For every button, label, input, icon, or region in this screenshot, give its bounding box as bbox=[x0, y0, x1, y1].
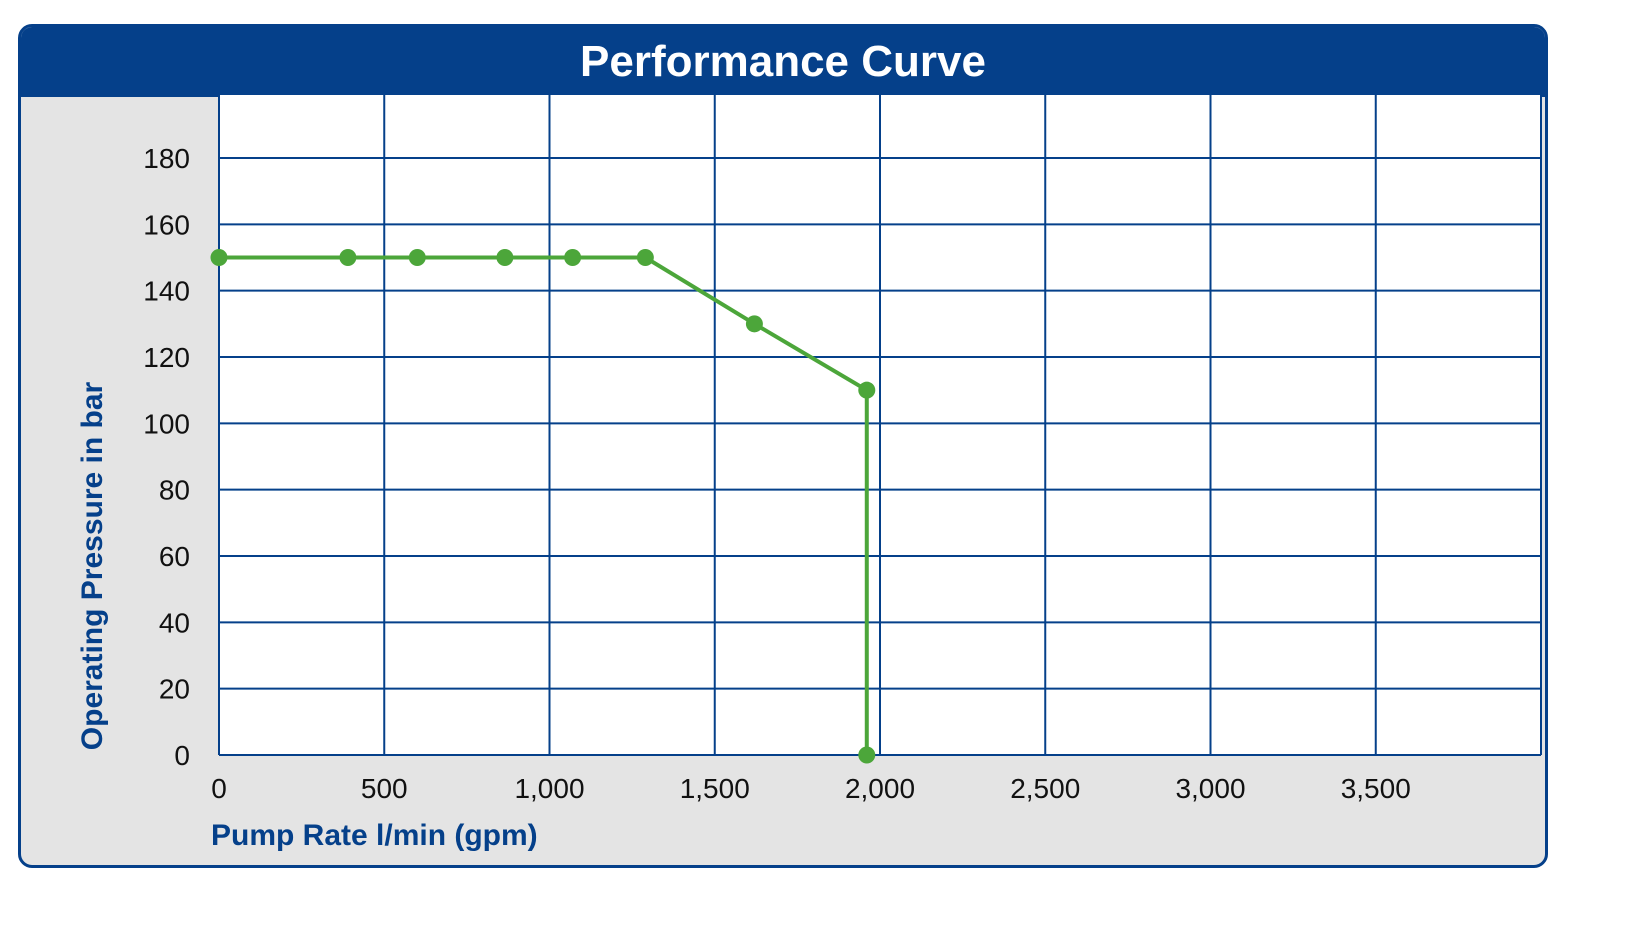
data-point bbox=[858, 381, 876, 399]
data-point bbox=[339, 249, 357, 266]
x-tick-label: 500 bbox=[361, 773, 408, 804]
data-point bbox=[745, 315, 763, 333]
chart-header: Performance Curve bbox=[21, 27, 1545, 97]
chart-title: Performance Curve bbox=[580, 37, 986, 86]
y-tick-label: 40 bbox=[159, 607, 190, 638]
y-tick-label: 0 bbox=[174, 740, 190, 771]
x-tick-label: 0 bbox=[211, 773, 227, 804]
x-tick-label: 3,000 bbox=[1175, 773, 1245, 804]
tick-labels: 0 20 40 60 80 100 120 140 160 180 0 500 1,000 1,500 2,… bbox=[143, 143, 1411, 804]
y-axis-title: Operating Pressure in bar bbox=[76, 381, 109, 750]
y-tick-label: 80 bbox=[159, 475, 190, 506]
x-tick-label: 3,500 bbox=[1341, 773, 1411, 804]
data-point bbox=[636, 249, 654, 266]
y-tick-label: 120 bbox=[143, 342, 190, 373]
data-point bbox=[496, 249, 514, 266]
y-tick-label: 160 bbox=[143, 209, 190, 240]
y-tick-label: 180 bbox=[143, 143, 190, 174]
series bbox=[210, 249, 876, 764]
y-tick-label: 60 bbox=[159, 541, 190, 572]
y-tick-label: 20 bbox=[159, 674, 190, 705]
data-point bbox=[408, 249, 426, 266]
data-point bbox=[564, 249, 582, 266]
y-tick-label: 100 bbox=[143, 408, 190, 439]
x-tick-label: 2,500 bbox=[1010, 773, 1080, 804]
data-point bbox=[858, 746, 876, 764]
x-axis-title: Pump Rate l/min (gpm) bbox=[211, 819, 538, 852]
data-point bbox=[210, 249, 228, 266]
y-tick-label: 140 bbox=[143, 276, 190, 307]
x-tick-label: 2,000 bbox=[845, 773, 915, 804]
grid bbox=[218, 95, 1542, 756]
x-tick-label: 1,500 bbox=[680, 773, 750, 804]
x-tick-label: 1,000 bbox=[514, 773, 584, 804]
